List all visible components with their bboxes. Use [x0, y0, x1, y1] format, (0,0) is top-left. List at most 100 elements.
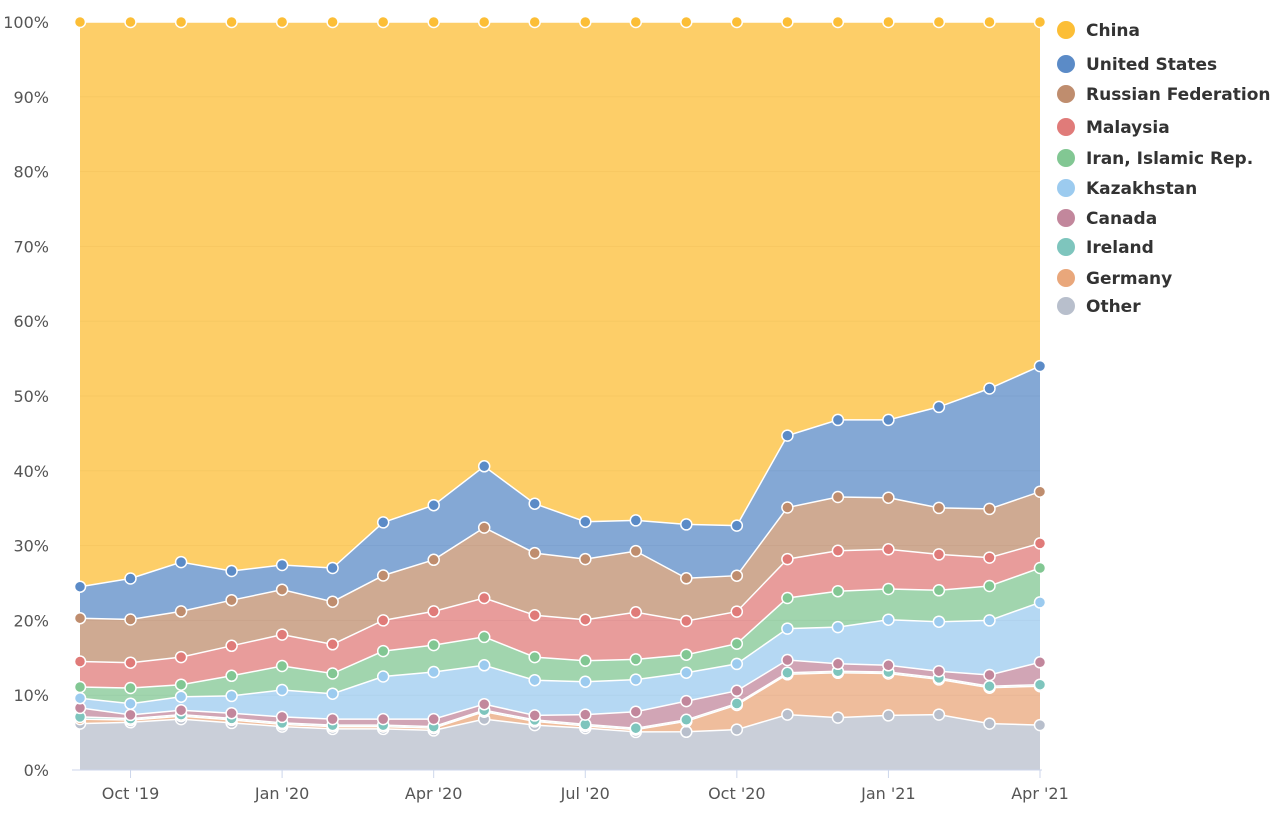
point-russian-federation[interactable] — [73, 611, 87, 625]
point-russian-federation[interactable] — [680, 572, 693, 585]
point-malaysia[interactable] — [882, 543, 895, 556]
point-other[interactable] — [1033, 718, 1047, 732]
point-iran-islamic-rep[interactable] — [376, 644, 390, 658]
point-canada[interactable] — [629, 705, 643, 718]
point-canada[interactable] — [1033, 656, 1047, 669]
point-russian-federation[interactable] — [326, 595, 339, 608]
point-other[interactable] — [882, 709, 895, 722]
point-russian-federation[interactable] — [124, 613, 137, 626]
point-iran-islamic-rep[interactable] — [579, 654, 592, 668]
point-russian-federation[interactable] — [528, 546, 541, 560]
point-united-states[interactable] — [983, 382, 996, 395]
point-ireland[interactable] — [781, 666, 794, 680]
point-canada[interactable] — [326, 712, 339, 726]
point-iran-islamic-rep[interactable] — [629, 653, 643, 666]
point-united-states[interactable] — [781, 429, 794, 442]
point-united-states[interactable] — [427, 498, 440, 512]
point-united-states[interactable] — [882, 413, 895, 427]
point-canada[interactable] — [579, 708, 592, 721]
point-kazakhstan[interactable] — [1033, 596, 1047, 609]
point-united-states[interactable] — [932, 400, 946, 414]
legend-item-china[interactable]: China — [1057, 21, 1140, 41]
point-kazakhstan[interactable] — [882, 613, 895, 626]
point-russian-federation[interactable] — [376, 569, 390, 582]
point-russian-federation[interactable] — [882, 491, 895, 504]
legend-item-germany[interactable]: Germany — [1057, 269, 1172, 289]
point-iran-islamic-rep[interactable] — [124, 681, 137, 695]
point-kazakhstan[interactable] — [528, 673, 541, 687]
point-iran-islamic-rep[interactable] — [831, 584, 845, 598]
point-united-states[interactable] — [326, 561, 339, 575]
point-russian-federation[interactable] — [477, 521, 491, 534]
point-united-states[interactable] — [528, 497, 541, 510]
point-canada[interactable] — [174, 703, 188, 717]
legend-item-kazakhstan[interactable]: Kazakhstan — [1057, 179, 1197, 199]
point-malaysia[interactable] — [831, 544, 845, 558]
point-china[interactable] — [174, 15, 188, 29]
point-ireland[interactable] — [680, 713, 693, 727]
point-other[interactable] — [983, 717, 996, 730]
point-canada[interactable] — [882, 659, 895, 672]
legend-item-iran-islamic-rep[interactable]: Iran, Islamic Rep. — [1057, 149, 1253, 169]
point-iran-islamic-rep[interactable] — [983, 579, 996, 593]
point-other[interactable] — [730, 723, 744, 736]
point-canada[interactable] — [124, 708, 137, 722]
point-malaysia[interactable] — [528, 608, 541, 622]
point-united-states[interactable] — [831, 413, 845, 427]
point-united-states[interactable] — [1033, 359, 1047, 373]
point-kazakhstan[interactable] — [730, 657, 744, 671]
point-iran-islamic-rep[interactable] — [680, 648, 693, 661]
point-other[interactable] — [831, 711, 845, 724]
point-china[interactable] — [326, 15, 339, 29]
point-united-states[interactable] — [124, 572, 137, 585]
point-iran-islamic-rep[interactable] — [326, 667, 339, 680]
point-other[interactable] — [932, 708, 946, 721]
point-iran-islamic-rep[interactable] — [1033, 561, 1047, 575]
point-kazakhstan[interactable] — [781, 622, 794, 635]
point-china[interactable] — [124, 15, 137, 29]
point-iran-islamic-rep[interactable] — [73, 680, 87, 694]
point-united-states[interactable] — [275, 558, 289, 572]
point-malaysia[interactable] — [225, 639, 238, 653]
point-united-states[interactable] — [629, 514, 643, 527]
point-iran-islamic-rep[interactable] — [427, 638, 440, 652]
point-kazakhstan[interactable] — [174, 690, 188, 703]
point-kazakhstan[interactable] — [376, 670, 390, 683]
point-china[interactable] — [831, 15, 845, 29]
point-kazakhstan[interactable] — [326, 687, 339, 700]
point-iran-islamic-rep[interactable] — [882, 582, 895, 596]
point-united-states[interactable] — [73, 580, 87, 593]
point-canada[interactable] — [528, 709, 541, 722]
point-russian-federation[interactable] — [831, 490, 845, 504]
point-china[interactable] — [932, 15, 946, 29]
point-china[interactable] — [882, 15, 895, 29]
point-iran-islamic-rep[interactable] — [730, 637, 744, 650]
point-russian-federation[interactable] — [225, 593, 238, 607]
point-canada[interactable] — [932, 664, 946, 678]
point-canada[interactable] — [680, 694, 693, 708]
point-ireland[interactable] — [730, 697, 744, 710]
legend-item-russian-federation[interactable]: Russian Federation — [1057, 85, 1271, 105]
point-iran-islamic-rep[interactable] — [174, 678, 188, 691]
point-malaysia[interactable] — [275, 628, 289, 641]
point-iran-islamic-rep[interactable] — [225, 669, 238, 683]
point-russian-federation[interactable] — [427, 553, 440, 567]
point-kazakhstan[interactable] — [275, 683, 289, 697]
legend-item-canada[interactable]: Canada — [1057, 209, 1157, 229]
point-kazakhstan[interactable] — [477, 659, 491, 672]
point-canada[interactable] — [225, 706, 238, 720]
point-russian-federation[interactable] — [275, 583, 289, 596]
point-iran-islamic-rep[interactable] — [528, 650, 541, 664]
legend-item-other[interactable]: Other — [1057, 297, 1141, 317]
point-malaysia[interactable] — [124, 656, 137, 669]
point-canada[interactable] — [983, 668, 996, 682]
legend-item-united-states[interactable]: United States — [1057, 55, 1217, 75]
point-united-states[interactable] — [680, 518, 693, 531]
point-kazakhstan[interactable] — [225, 689, 238, 703]
legend-item-malaysia[interactable]: Malaysia — [1057, 118, 1170, 138]
point-china[interactable] — [781, 15, 794, 29]
point-malaysia[interactable] — [376, 614, 390, 627]
point-canada[interactable] — [376, 712, 390, 726]
point-united-states[interactable] — [376, 516, 390, 529]
point-china[interactable] — [528, 15, 541, 29]
